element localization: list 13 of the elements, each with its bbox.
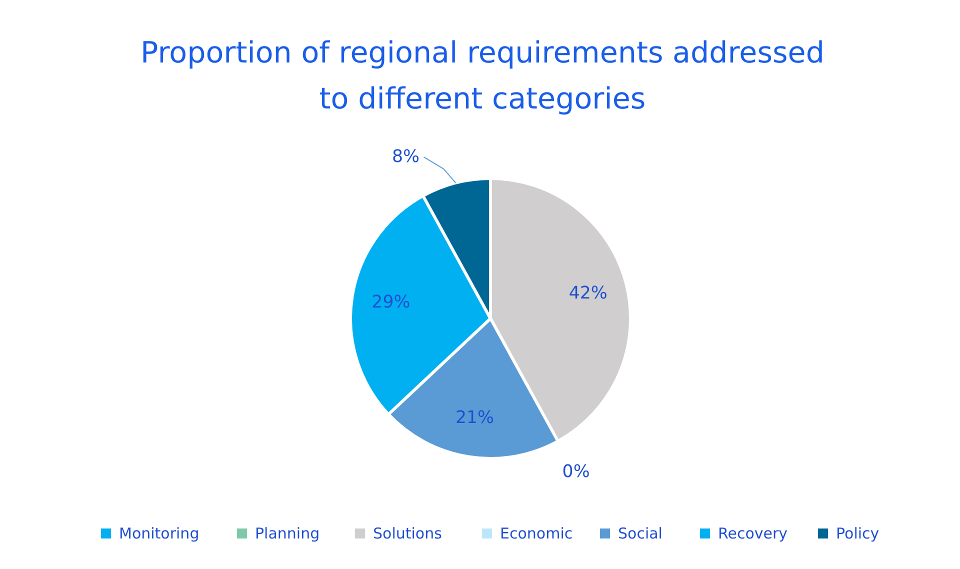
- legend-label: Solutions: [373, 524, 442, 542]
- legend-label: Monitoring: [119, 524, 200, 542]
- legend-label: Economic: [500, 524, 573, 542]
- chart-title: Proportion of regional requirements addressed to different categories: [140, 36, 824, 116]
- data-label: 21%: [455, 408, 494, 428]
- data-label: 29%: [372, 292, 410, 313]
- data-label: 42%: [568, 283, 608, 304]
- legend-label: Policy: [836, 524, 880, 542]
- legend-label: Planning: [255, 524, 320, 542]
- legend-label: Social: [618, 524, 662, 542]
- text: 0%: [562, 462, 590, 482]
- legend-label: Recovery: [718, 524, 788, 542]
- data-label: 8%: [392, 146, 420, 167]
